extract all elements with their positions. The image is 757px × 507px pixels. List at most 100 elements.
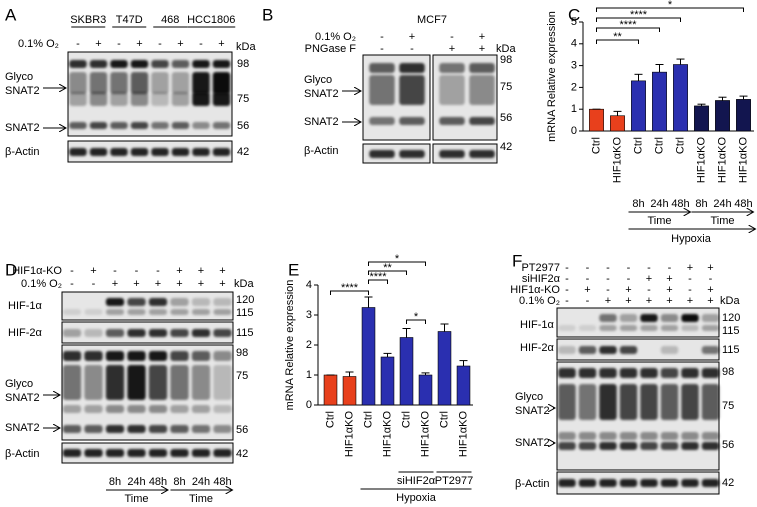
sign: +: [479, 43, 485, 55]
band: [212, 92, 231, 106]
x-tick-label: HIF1αKO: [457, 411, 469, 458]
sign: +: [605, 295, 611, 307]
unit: kDa: [234, 278, 254, 290]
band: [212, 60, 231, 68]
sign: -: [410, 43, 414, 55]
band: [127, 351, 146, 361]
band: [578, 442, 597, 450]
band: [191, 449, 211, 457]
band-label: HIF-2α: [520, 342, 555, 354]
time-point: 24h: [192, 476, 210, 488]
bar: [652, 71, 667, 132]
band: [84, 365, 103, 400]
blot: [61, 442, 234, 464]
band-label: SNAT2: [304, 88, 339, 100]
row-label: PNGase F: [305, 43, 357, 55]
sign: +: [95, 38, 101, 50]
y-tick-label: 1: [306, 369, 312, 381]
bar: [694, 105, 709, 132]
band: [439, 117, 465, 125]
significance: *: [395, 253, 400, 265]
time-point: 8h: [695, 198, 707, 210]
band: [89, 122, 108, 129]
band: [130, 72, 149, 94]
size-marker: 98: [236, 347, 248, 359]
band: [640, 432, 658, 440]
row-label: HIF1α-KO: [510, 284, 560, 296]
band: [170, 365, 189, 400]
band: [660, 368, 679, 378]
band: [62, 425, 82, 433]
row-label: 0.1% O₂: [21, 278, 62, 290]
band: [640, 314, 658, 322]
sign: +: [155, 278, 161, 290]
row-label: 0.1% O₂: [315, 31, 356, 43]
y-tick-label: 0: [571, 125, 577, 137]
band: [439, 63, 465, 73]
band: [170, 309, 189, 315]
sign: -: [565, 284, 569, 296]
sign: -: [380, 31, 384, 43]
band: [151, 72, 169, 94]
significance: ****: [630, 9, 648, 21]
band: [399, 75, 425, 105]
band: [619, 479, 638, 487]
band: [599, 479, 617, 487]
band: [660, 384, 679, 420]
sign: -: [113, 265, 117, 277]
significance: **: [383, 262, 392, 274]
sign: -: [199, 38, 203, 50]
sign: -: [76, 38, 80, 50]
band: [192, 72, 210, 94]
band-label: β-Actin: [515, 478, 549, 490]
band: [213, 351, 232, 361]
condition: 0.1% O₂: [18, 38, 59, 50]
band: [89, 92, 108, 106]
band: [558, 479, 576, 487]
band: [191, 351, 211, 361]
bar: [610, 115, 625, 132]
band: [369, 75, 395, 105]
sign: +: [176, 278, 182, 290]
band: [89, 148, 108, 156]
band: [599, 432, 617, 440]
band: [469, 117, 495, 125]
y-axis-label: mRNA Relative expression: [546, 11, 558, 142]
blot: [67, 140, 233, 163]
band: [110, 148, 128, 156]
x-tick-label: HIF1αKO: [716, 137, 728, 184]
time-label: Time: [189, 493, 213, 505]
sign: -: [92, 278, 96, 290]
panel-label: C: [568, 5, 580, 24]
band-label: β-Actin: [5, 146, 39, 158]
sign: -: [709, 273, 713, 285]
band: [558, 432, 576, 440]
size-marker: 75: [722, 400, 734, 412]
bar: [736, 99, 751, 132]
band: [701, 314, 720, 322]
sign: -: [606, 284, 610, 296]
band: [105, 329, 125, 337]
x-tick-label: Ctrl: [362, 411, 374, 428]
band: [151, 92, 169, 106]
band: [127, 298, 146, 306]
sign: +: [687, 295, 693, 307]
band: [619, 442, 638, 450]
sign: -: [565, 273, 569, 285]
blot: [556, 307, 720, 338]
sign: +: [646, 273, 652, 285]
band: [399, 150, 425, 158]
cell-line: SKBR3: [70, 14, 106, 26]
band: [105, 449, 125, 457]
band: [578, 479, 597, 487]
band: [127, 309, 146, 315]
y-tick-label: 1: [571, 103, 577, 115]
band: [127, 329, 146, 337]
sign: -: [586, 295, 590, 307]
band: [469, 63, 495, 73]
unit: kDa: [720, 295, 740, 307]
band: [369, 63, 395, 73]
bar: [715, 100, 730, 132]
bar: [456, 365, 471, 406]
significance: ****: [341, 282, 359, 294]
